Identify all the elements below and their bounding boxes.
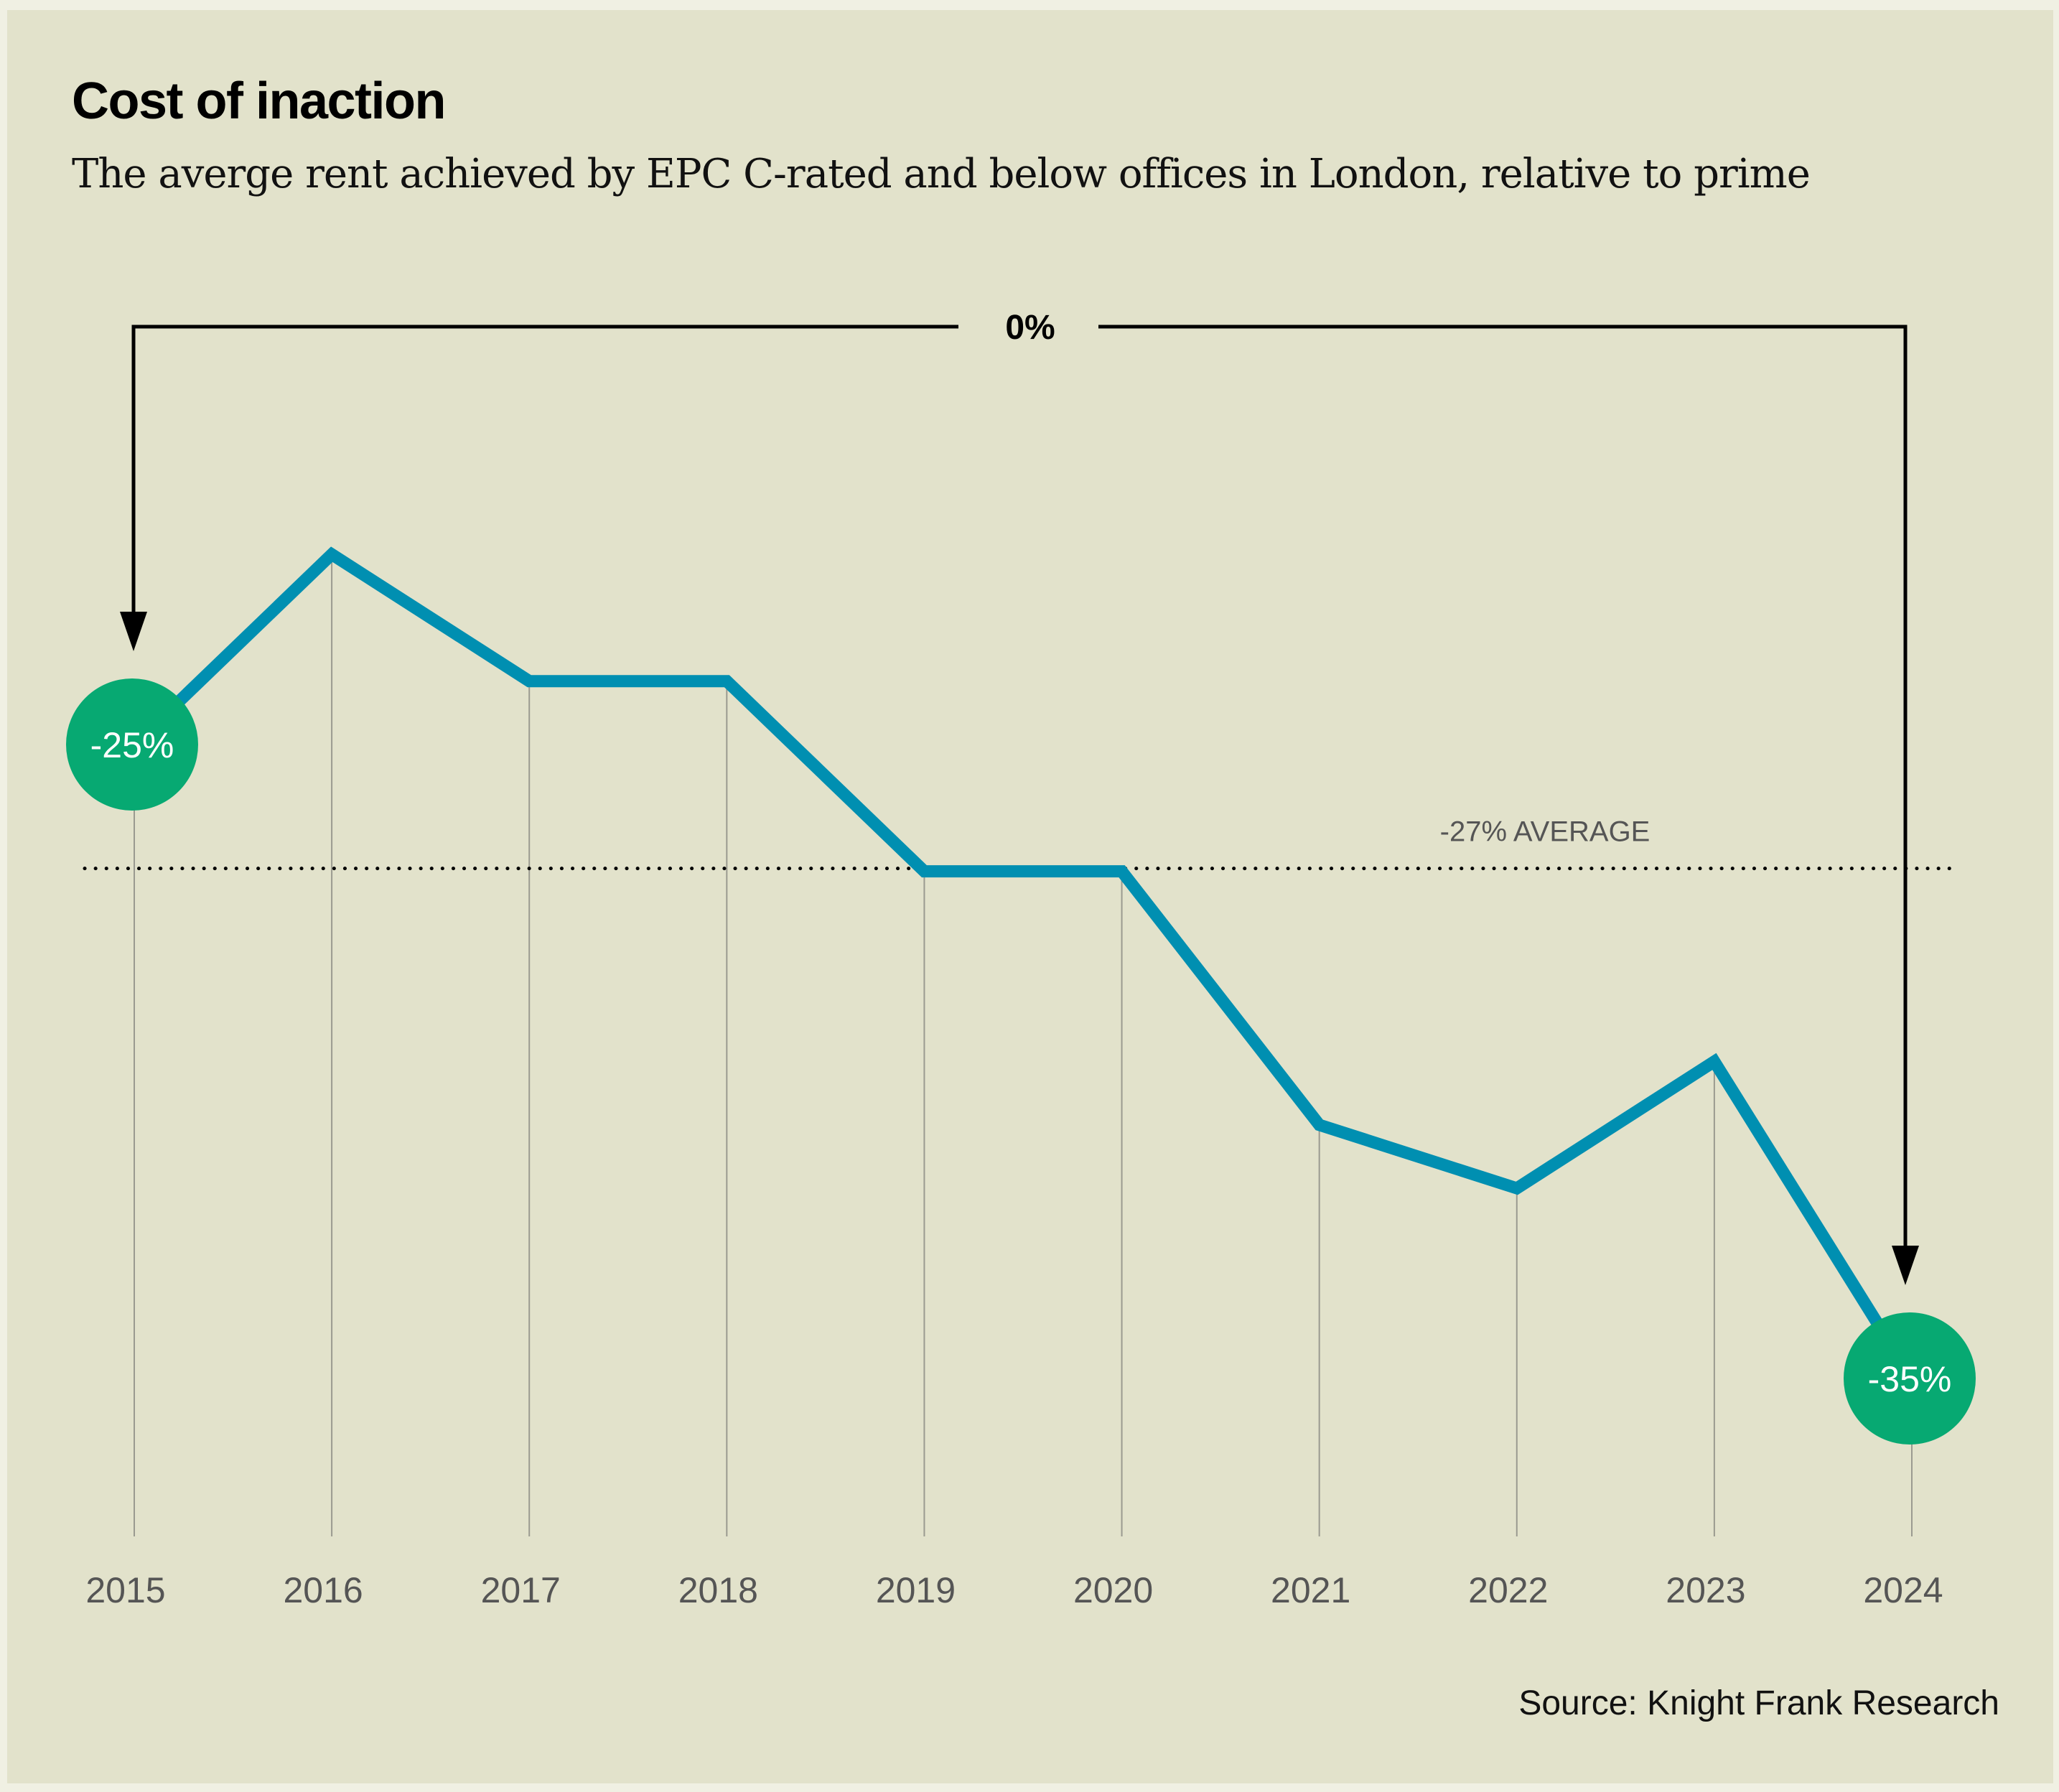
data-point-2023 — [1708, 1055, 1720, 1068]
chart-title: Cost of inaction — [72, 73, 446, 130]
x-tick-label: 2020 — [1073, 1570, 1153, 1610]
bracket-right-arm — [1098, 325, 1908, 1249]
data-point-2020 — [1116, 865, 1128, 877]
bracket-label: 0% — [1005, 309, 1055, 347]
bracket-left-arm — [131, 325, 958, 615]
average-line-group: -27% AVERAGE — [83, 816, 1956, 871]
x-tick-label: 2016 — [283, 1570, 363, 1610]
data-point-2016 — [326, 549, 338, 561]
average-label: -27% AVERAGE — [1440, 816, 1651, 848]
gridlines — [134, 559, 1913, 1536]
data-point-2019 — [918, 865, 930, 877]
x-tick-label: 2021 — [1271, 1570, 1350, 1610]
arrow-down-icon — [1892, 1246, 1919, 1285]
x-tick-label: 2019 — [876, 1570, 956, 1610]
data-points — [129, 549, 1918, 1384]
arrow-down-icon — [120, 612, 147, 651]
x-tick-label: 2022 — [1468, 1570, 1548, 1610]
data-point-2018 — [721, 675, 733, 687]
start-bubble-label: -25% — [90, 725, 174, 765]
data-point-2017 — [523, 675, 536, 687]
x-tick-label: 2018 — [678, 1570, 758, 1610]
x-tick-label: 2024 — [1863, 1570, 1943, 1610]
end-bubble-label: -35% — [1868, 1359, 1952, 1399]
x-tick-label: 2017 — [481, 1570, 561, 1610]
series-line — [130, 546, 1918, 1382]
x-tick-label: 2023 — [1666, 1570, 1745, 1610]
data-point-2021 — [1313, 1119, 1325, 1131]
value-bubbles: -25% -35% — [66, 678, 1976, 1445]
end-bubble-circle — [1844, 1312, 1976, 1445]
start-bubble-circle — [66, 678, 198, 811]
source-note: Source: Knight Frank Research — [1518, 1684, 1999, 1722]
x-axis-ticks: 2015 2016 2017 2018 2019 2020 2021 2022 2023 2024 — [85, 1570, 1943, 1610]
x-tick-label: 2015 — [85, 1570, 165, 1610]
start-bubble: -25% — [66, 678, 198, 811]
chart-panel — [7, 10, 2053, 1783]
range-bracket: 0% — [120, 309, 1919, 1285]
chart-subtitle: The averge rent achieved by EPC C-rated … — [72, 151, 1811, 197]
data-point-2022 — [1511, 1182, 1523, 1195]
end-bubble: -35% — [1844, 1312, 1976, 1445]
